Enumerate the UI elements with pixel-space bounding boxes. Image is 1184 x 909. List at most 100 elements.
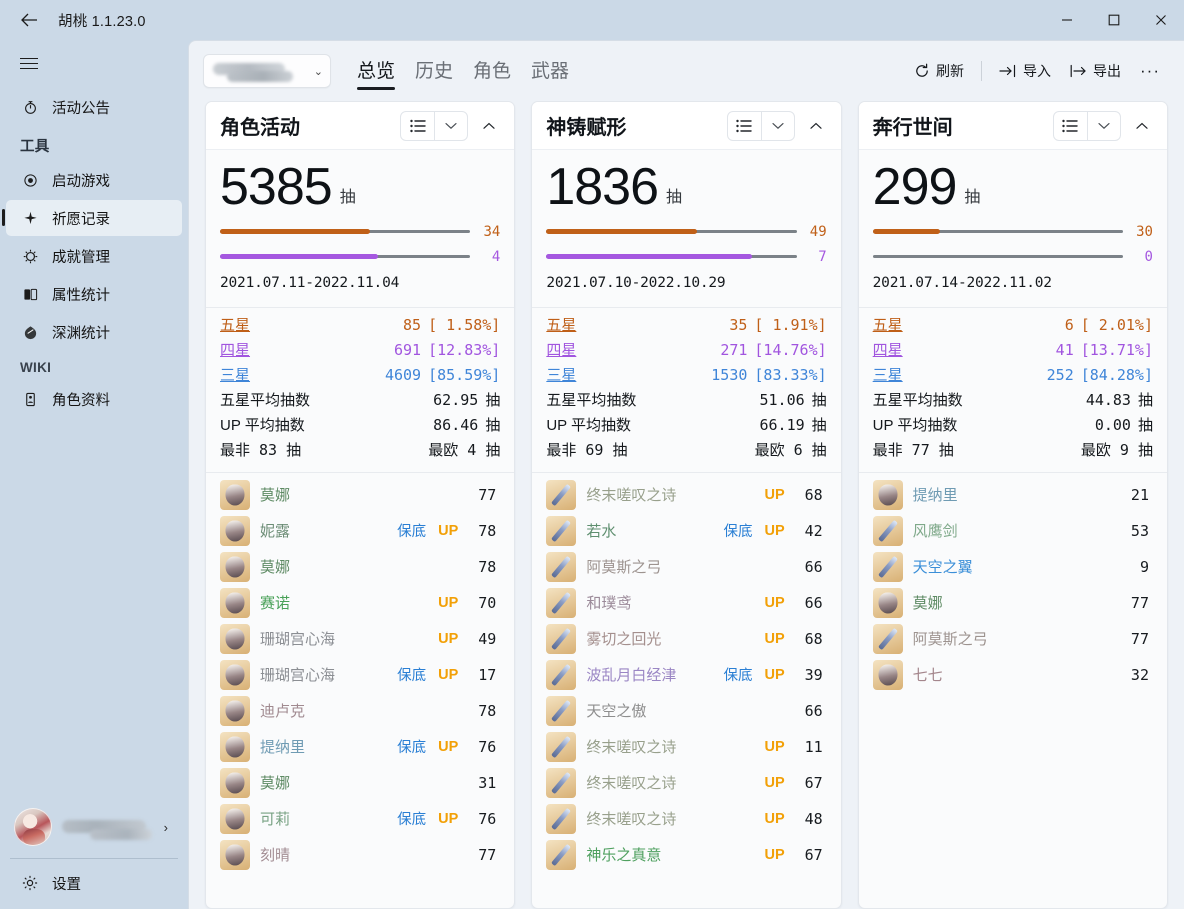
list-item[interactable]: 终末嗟叹之诗 UP 68 <box>542 477 826 513</box>
pull-list[interactable]: 提纳里 21 风鹰剑 53 天空之翼 9 莫娜 77 阿莫斯之弓 77 七七 32 <box>859 473 1167 908</box>
list-item[interactable]: 赛诺 UP 70 <box>216 585 500 621</box>
import-button[interactable]: 导入 <box>990 55 1060 87</box>
list-item[interactable]: 迪卢克 78 <box>216 693 500 729</box>
tab-weapons[interactable]: 武器 <box>531 60 570 82</box>
list-item[interactable]: 妮露 保底 UP 78 <box>216 513 500 549</box>
list-item[interactable]: 天空之翼 9 <box>869 549 1153 585</box>
item-name: 提纳里 <box>260 739 306 757</box>
list-item[interactable]: 莫娜 77 <box>216 477 500 513</box>
stat-label[interactable]: 三星 <box>220 366 251 384</box>
export-button[interactable]: 导出 <box>1060 55 1130 87</box>
stat-label[interactable]: 四星 <box>546 341 577 359</box>
list-item[interactable]: 莫娜 77 <box>869 585 1153 621</box>
date-range: 2021.07.11-2022.11.04 <box>220 274 400 291</box>
stat-row-5star: 五星 85 [ 1.58%] <box>220 314 500 339</box>
list-view-button[interactable] <box>728 112 761 140</box>
stat-label[interactable]: 五星 <box>220 316 251 334</box>
stat-label[interactable]: 四星 <box>220 341 251 359</box>
sidebar-item-label: 角色资料 <box>52 392 110 409</box>
character-avatar-icon <box>220 731 250 762</box>
sidebar-item-announcement[interactable]: 活动公告 <box>6 89 182 125</box>
list-item[interactable]: 七七 32 <box>869 657 1153 693</box>
back-button[interactable] <box>8 4 50 36</box>
sidebar-item-character-data[interactable]: 角色资料 <box>6 381 182 417</box>
collapse-button[interactable] <box>801 111 831 141</box>
stat-percent: [14.76%] <box>754 340 827 359</box>
stat-label[interactable]: 四星 <box>872 341 903 359</box>
list-item[interactable]: 莫娜 31 <box>216 765 500 801</box>
stat-label[interactable]: 五星 <box>872 316 903 334</box>
guarantee-badge: 保底 <box>397 668 427 685</box>
weapon-thumbnail-icon <box>546 731 577 762</box>
sidebar-item-settings[interactable]: 设置 <box>6 863 182 903</box>
minimize-button[interactable] <box>1043 0 1090 40</box>
list-item[interactable]: 和璞鸢 UP 66 <box>542 585 826 621</box>
guarantee-badge: 保底 <box>723 524 753 541</box>
list-item[interactable]: 阿莫斯之弓 66 <box>542 549 826 585</box>
stat-label: UP 平均抽数 <box>546 416 632 434</box>
stat-count: 6 <box>1064 315 1074 334</box>
up-badge: UP <box>764 594 785 611</box>
view-dropdown-button[interactable] <box>434 111 467 140</box>
item-name: 若水 <box>586 523 617 541</box>
view-dropdown-button[interactable] <box>1086 111 1120 140</box>
list-item[interactable]: 珊瑚宫心海 UP 49 <box>216 621 500 657</box>
list-item[interactable]: 提纳里 保底 UP 76 <box>216 729 500 765</box>
item-pull-count: 68 <box>804 629 823 648</box>
collapse-button[interactable] <box>1127 111 1157 141</box>
item-pull-count: 77 <box>1130 593 1149 612</box>
window-controls <box>1043 0 1184 40</box>
list-item[interactable]: 可莉 保底 UP 76 <box>216 801 500 837</box>
stat-count: 252 <box>1046 365 1074 384</box>
list-item[interactable]: 刻晴 77 <box>216 837 500 873</box>
pull-list[interactable]: 莫娜 77 妮露 保底 UP 78 莫娜 78 赛诺 UP 70 珊瑚宫心海 UP 49 珊瑚宫心海 保底 UP… <box>206 473 514 908</box>
close-button[interactable] <box>1137 0 1184 40</box>
chevron-down-icon <box>772 122 784 129</box>
list-view-button[interactable] <box>1054 112 1087 140</box>
sidebar-item-label: 祈愿记录 <box>52 211 110 228</box>
stat-label[interactable]: 三星 <box>872 366 903 384</box>
refresh-button[interactable]: 刷新 <box>905 55 973 87</box>
minimize-icon <box>1061 19 1072 21</box>
item-name: 阿莫斯之弓 <box>586 559 662 577</box>
stat-label[interactable]: 三星 <box>546 366 577 384</box>
sidebar-item-wish-record[interactable]: 祈愿记录 <box>2 200 182 236</box>
uid-select[interactable]: ⌄ <box>203 54 331 88</box>
list-item[interactable]: 终末嗟叹之诗 UP 67 <box>542 765 826 801</box>
stat-row-extremes: 最非 69 抽 最欧 6 抽 <box>546 439 826 464</box>
sidebar: 活动公告 工具 启动游戏 祈愿记录 成就管理 <box>0 40 188 909</box>
list-item[interactable]: 珊瑚宫心海 保底 UP 17 <box>216 657 500 693</box>
list-item[interactable]: 雾切之回光 UP 68 <box>542 621 826 657</box>
list-item[interactable]: 波乱月白经津 保底 UP 39 <box>542 657 826 693</box>
tab-overview[interactable]: 总览 <box>349 52 403 91</box>
tab-characters[interactable]: 角色 <box>473 60 512 82</box>
hamburger-menu-button[interactable] <box>8 44 50 82</box>
tab-history[interactable]: 历史 <box>415 60 454 82</box>
list-item[interactable]: 风鹰剑 53 <box>869 513 1153 549</box>
list-item[interactable]: 阿莫斯之弓 77 <box>869 621 1153 657</box>
view-toggle-group <box>726 110 795 141</box>
list-item[interactable]: 终末嗟叹之诗 UP 11 <box>542 729 826 765</box>
maximize-button[interactable] <box>1090 0 1137 40</box>
list-view-button[interactable] <box>401 112 434 140</box>
list-item[interactable]: 提纳里 21 <box>869 477 1153 513</box>
user-account-row[interactable]: › <box>6 800 182 854</box>
stat-label: 五星平均抽数 <box>220 391 311 409</box>
pull-list[interactable]: 终末嗟叹之诗 UP 68 若水 保底 UP 42 阿莫斯之弓 66 和璞鸢 UP 66 雾切之回光 UP 6… <box>532 473 840 908</box>
collapse-button[interactable] <box>474 111 504 141</box>
sidebar-item-abyss-stats[interactable]: 深渊统计 <box>6 314 182 350</box>
list-item[interactable]: 终末嗟叹之诗 UP 48 <box>542 801 826 837</box>
view-dropdown-button[interactable] <box>760 111 794 140</box>
sidebar-item-attribute-stats[interactable]: 属性统计 <box>6 276 182 312</box>
list-item[interactable]: 莫娜 78 <box>216 549 500 585</box>
list-item[interactable]: 若水 保底 UP 42 <box>542 513 826 549</box>
list-view-icon <box>736 119 752 132</box>
list-item[interactable]: 神乐之真意 UP 67 <box>542 837 826 873</box>
sidebar-item-launch-game[interactable]: 启动游戏 <box>6 162 182 198</box>
list-item[interactable]: 天空之傲 66 <box>542 693 826 729</box>
card-statistics: 五星 85 [ 1.58%] 四星 691 [12.83%] 三星 <box>206 308 514 472</box>
sidebar-item-achievement[interactable]: 成就管理 <box>6 238 182 274</box>
stat-label[interactable]: 五星 <box>546 316 577 334</box>
more-options-button[interactable]: ··· <box>1140 61 1160 80</box>
stat-count: 271 <box>720 340 748 359</box>
